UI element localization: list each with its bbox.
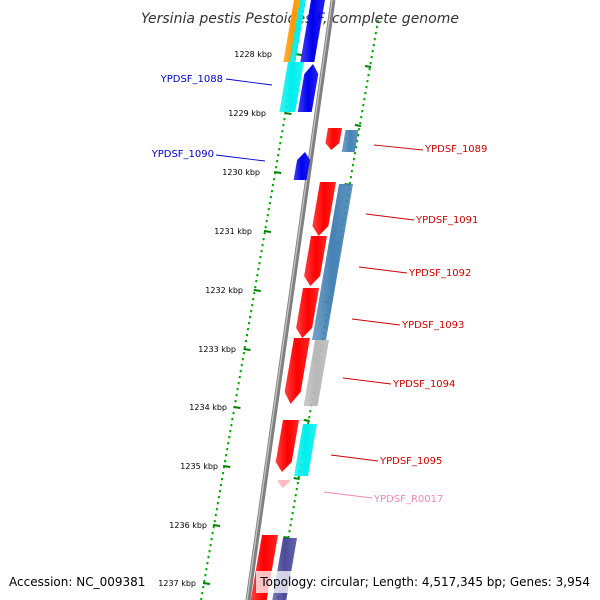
tick-label-1237: 1237 kbp <box>158 579 196 588</box>
label-leaders <box>215 78 424 499</box>
gene-feature-ypdsf-1089 <box>325 128 342 150</box>
tick-label-1233: 1233 kbp <box>198 345 236 354</box>
gene-label-ypdsf-1094: YPDSF_1094 <box>392 379 455 390</box>
scale-tick <box>223 465 231 468</box>
scale-tick <box>243 348 251 351</box>
gene-feature-blue-top <box>300 0 325 62</box>
gene-feature-ypdsf-1094 <box>284 338 310 404</box>
gene-label-ypdsf-1095: YPDSF_1095 <box>379 456 442 467</box>
leader-ypdsf-1091 <box>365 213 415 221</box>
tick-label-1234: 1234 kbp <box>189 403 227 412</box>
outer-tick <box>354 124 362 127</box>
gene-label-ypdsf-1088: YPDSF_1088 <box>160 74 223 85</box>
gene-feature-blue-1 <box>297 64 319 112</box>
tick-label-1236: 1236 kbp <box>169 521 207 530</box>
leader-ypdsf-r0017 <box>323 491 373 499</box>
gene-labels: YPDSF_1088 YPDSF_1090 YPDSF_1089 YPDSF_1… <box>151 74 488 505</box>
gene-label-ypdsf-1092: YPDSF_1092 <box>408 268 471 279</box>
scale-tick <box>212 524 221 527</box>
tick-label-1229: 1229 kbp <box>228 109 266 118</box>
outer-tick <box>293 477 300 480</box>
gene-feature-ypdsf-1093 <box>296 288 319 338</box>
footer-left-backdrop <box>4 571 150 593</box>
gene-feature-ypdsf-1088 <box>279 62 304 112</box>
gene-features <box>250 0 359 600</box>
tick-label-1230: 1230 kbp <box>222 168 260 177</box>
gene-label-ypdsf-1089: YPDSF_1089 <box>424 144 487 155</box>
scale-tick <box>233 406 241 409</box>
leader-ypdsf-1094 <box>342 377 392 385</box>
gene-feature-gray <box>303 340 329 406</box>
outer-tick <box>283 536 290 539</box>
gene-feature-ypdsf-1095 <box>275 420 299 472</box>
gene-feature-red-2 <box>304 236 327 286</box>
gene-feature-ypdsf-r0017 <box>277 480 290 488</box>
gene-label-ypdsf-1090: YPDSF_1090 <box>151 149 214 160</box>
scale-tick <box>274 171 282 174</box>
gene-feature-ypdsf-1091 <box>312 182 336 236</box>
scale-tick <box>284 112 292 115</box>
gene-label-ypdsf-1093: YPDSF_1093 <box>401 320 464 331</box>
scale-tick <box>263 230 272 233</box>
footer: Accession: NC_009381 Topology: circular;… <box>4 571 596 593</box>
gene-feature-cyan-top <box>289 0 306 62</box>
leader-ypdsf-1089 <box>373 144 424 151</box>
leader-ypdsf-1092 <box>358 266 408 274</box>
gene-feature-ypdsf-1092 <box>312 184 353 340</box>
tick-label-1231: 1231 kbp <box>214 227 252 236</box>
tick-label-1235: 1235 kbp <box>180 462 218 471</box>
footer-right-backdrop <box>256 571 596 593</box>
gene-feature-steel-small <box>341 130 359 152</box>
leader-ypdsf-1090 <box>215 154 266 162</box>
outer-tick <box>303 419 310 422</box>
scale-tick <box>202 582 211 585</box>
tick-label-1232: 1232 kbp <box>205 286 243 295</box>
backbone <box>245 0 336 600</box>
scale-tick <box>253 289 261 292</box>
gene-feature-ypdsf-1090 <box>293 152 311 180</box>
gene-feature-cyan-bottom <box>294 424 317 476</box>
topology-text: Topology: circular; Length: 4,517,345 bp… <box>259 575 590 589</box>
outer-tick <box>364 65 372 68</box>
leader-ypdsf-1095 <box>330 454 379 462</box>
leader-ypdsf-1093 <box>351 318 401 326</box>
tick-labels: 1228 kbp 1229 kbp 1230 kbp 1231 kbp 1232… <box>158 50 272 588</box>
tick-label-1228: 1228 kbp <box>234 50 272 59</box>
gene-label-ypdsf-1091: YPDSF_1091 <box>415 215 478 226</box>
gene-label-ypdsf-r0017: YPDSF_R0017 <box>373 494 443 505</box>
leader-ypdsf-1088 <box>225 78 273 86</box>
accession-text: Accession: NC_009381 <box>9 575 145 589</box>
